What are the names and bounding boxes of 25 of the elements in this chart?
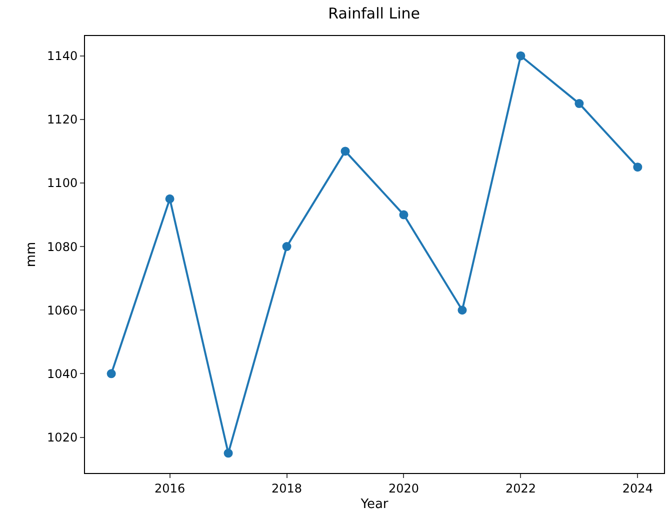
y-tick-label: 1140 bbox=[47, 49, 78, 64]
y-tick-label: 1060 bbox=[47, 303, 78, 318]
point bbox=[106, 369, 116, 378]
y-tick-label: 1100 bbox=[47, 176, 78, 190]
x-axis-title: Year bbox=[360, 497, 389, 512]
y-tick-label: 1120 bbox=[47, 112, 78, 127]
point bbox=[399, 210, 408, 220]
x-tick-label: 2022 bbox=[505, 481, 536, 496]
y-tick-label: 1080 bbox=[47, 240, 78, 254]
point bbox=[224, 448, 233, 458]
y-axis-title: mm bbox=[24, 242, 40, 268]
y-tick-label: 1020 bbox=[47, 430, 78, 444]
x-tick-label: 2020 bbox=[388, 481, 420, 496]
point bbox=[633, 162, 642, 172]
point bbox=[574, 99, 584, 108]
chart-title: Rainfall Line bbox=[328, 4, 420, 22]
x-tick-label: 2018 bbox=[271, 481, 302, 496]
point bbox=[282, 242, 292, 252]
point bbox=[458, 306, 467, 315]
point bbox=[516, 51, 526, 60]
x-tick-label: 2016 bbox=[154, 481, 186, 496]
y-tick-label: 1040 bbox=[47, 366, 78, 381]
point bbox=[340, 146, 350, 156]
x-tick-label: 2024 bbox=[622, 481, 653, 496]
point bbox=[165, 194, 174, 204]
